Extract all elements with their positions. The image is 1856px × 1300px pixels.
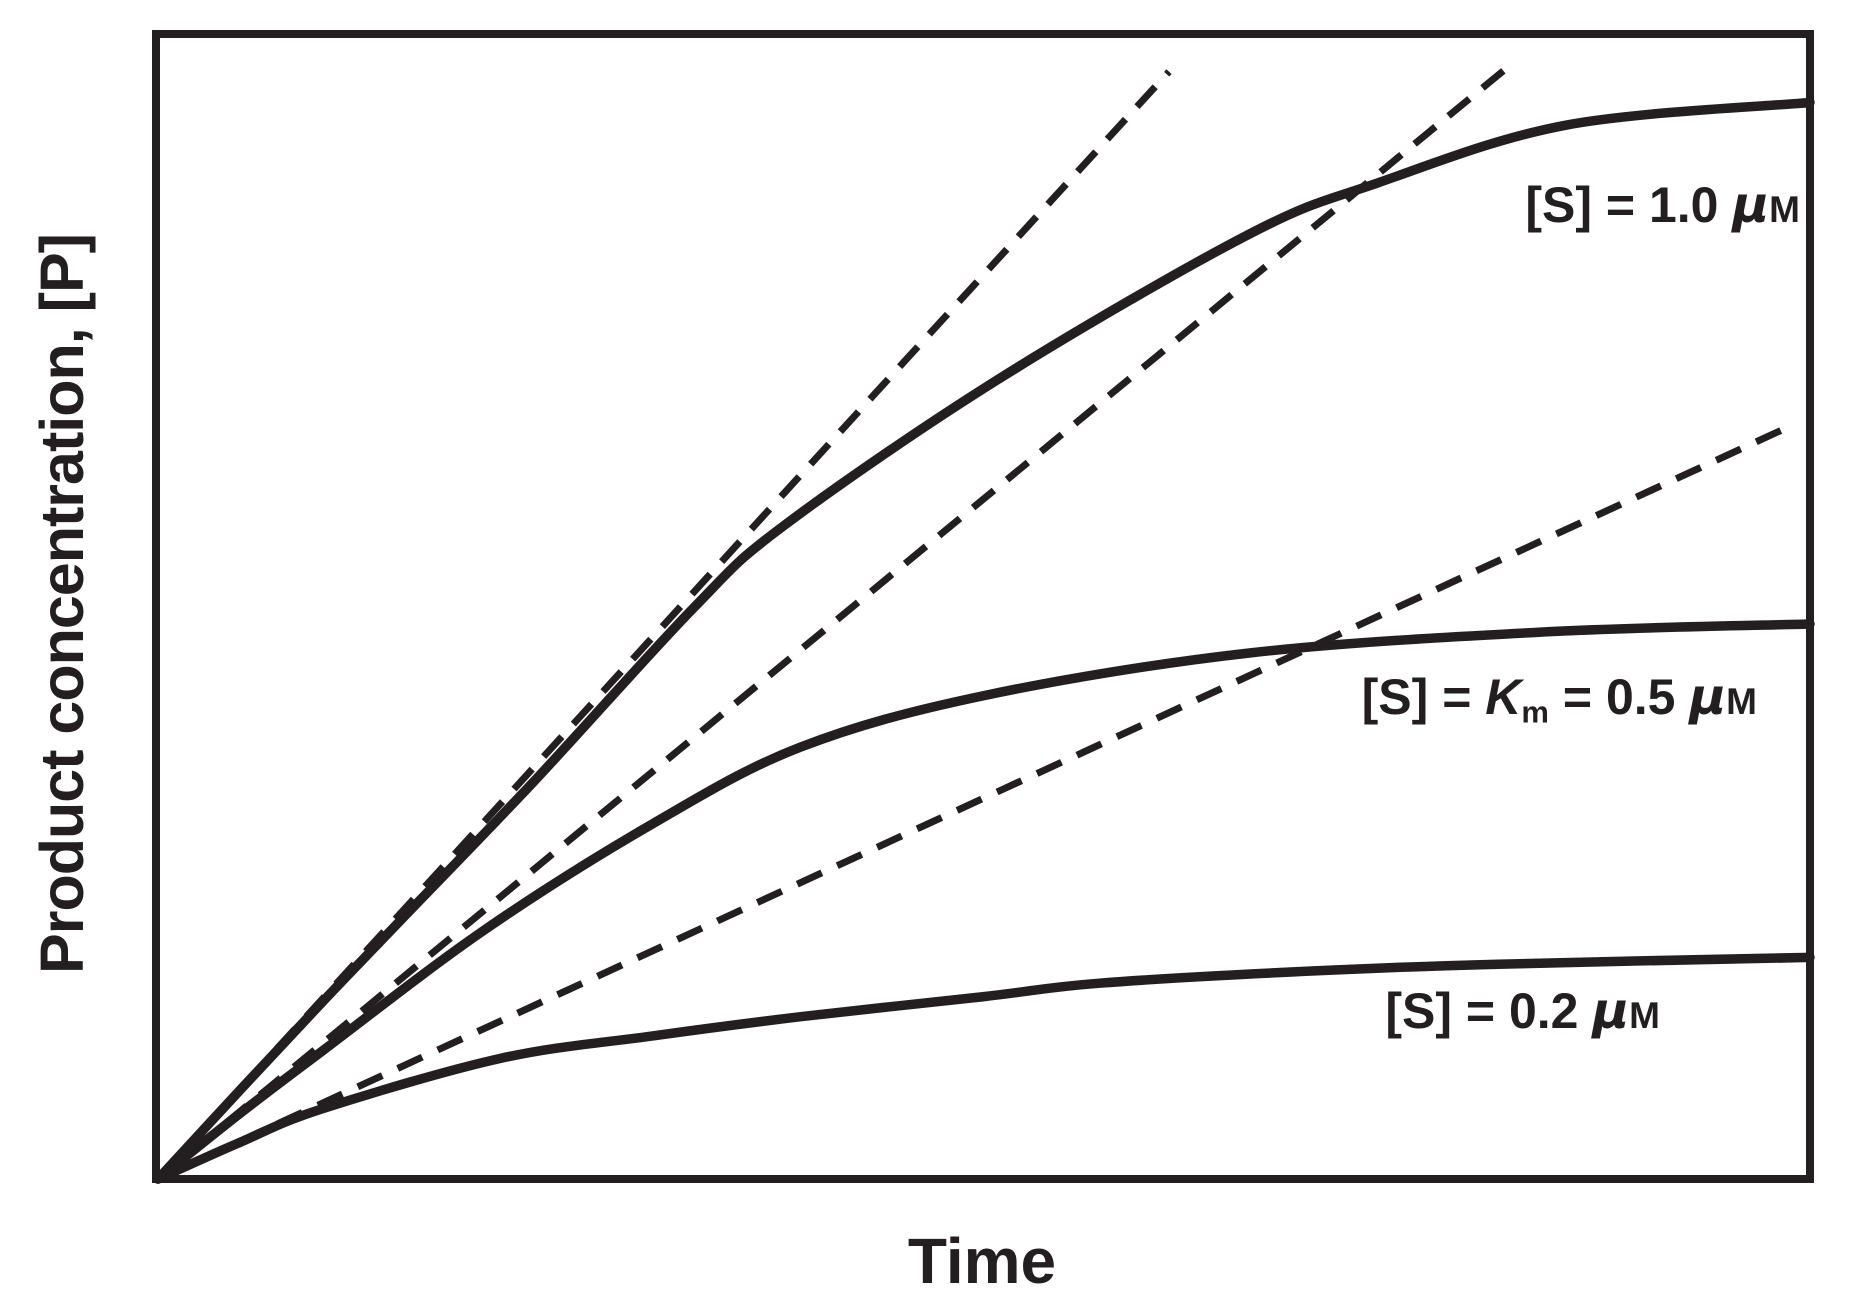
curve-label-part: M xyxy=(1726,681,1757,722)
curve-label-part: = 0.5 xyxy=(1548,669,1690,725)
curve-label-part: K xyxy=(1485,669,1522,725)
curve-label-part: μ xyxy=(1732,176,1770,234)
curve-label-part: m xyxy=(1521,694,1549,730)
curve-label-part: M xyxy=(1629,995,1660,1036)
initial-velocity-tangent-S_0.5uM xyxy=(155,63,1512,1182)
curve-label-part: M xyxy=(1769,189,1800,230)
initial-velocity-tangent-S_1.0uM xyxy=(155,69,1172,1182)
curve-label-s-1.0: [S] = 1.0 μM xyxy=(1525,176,1800,234)
curve-label-part: [S] = 1.0 xyxy=(1525,177,1733,233)
curve-label-part: [S] = 0.2 xyxy=(1385,983,1593,1039)
initial-velocity-tangent-S_0.2uM xyxy=(156,426,1786,1183)
progress-curve-S_1.0uM xyxy=(153,97,1815,1184)
curve-label-part: μ xyxy=(1689,668,1727,726)
curve-label-s-km-0.5: [S] = Km = 0.5 μM xyxy=(1362,668,1757,731)
plot-area xyxy=(152,30,1814,1183)
progress-curve-S_0.2uM xyxy=(153,952,1815,1184)
curve-label-part: μ xyxy=(1592,982,1630,1040)
curve-label-s-0.2: [S] = 0.2 μM xyxy=(1385,982,1660,1040)
progress-curve-S_0.5uM xyxy=(153,619,1815,1184)
curve-label-part: [S] = xyxy=(1361,669,1486,725)
x-axis-label: Time xyxy=(907,1225,1057,1297)
